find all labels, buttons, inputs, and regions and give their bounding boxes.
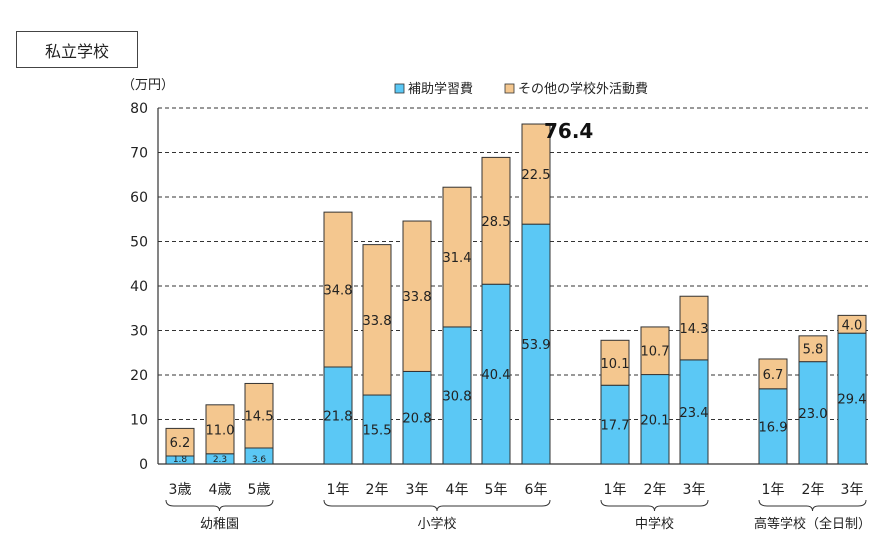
data-label: 4.0 [842, 318, 863, 333]
bar-segment-hojo [640, 374, 670, 465]
bar-segment-other [165, 427, 195, 457]
data-label: 1.8 [173, 455, 188, 465]
data-label: 29.4 [838, 393, 867, 408]
page-title: 私立学校 [16, 31, 138, 68]
data-label: 6.2 [170, 436, 191, 451]
data-label: 16.9 [759, 420, 788, 435]
group-bracket [323, 499, 551, 512]
x-tick-label: 3年 [841, 482, 864, 498]
x-tick-label: 4年 [446, 482, 469, 498]
y-tick-label: 10 [130, 413, 148, 429]
data-label: 33.8 [363, 314, 392, 329]
data-label: 40.4 [482, 368, 511, 383]
data-label: 33.8 [403, 290, 432, 305]
data-label: 14.5 [245, 410, 274, 425]
x-tick-label: 2年 [366, 482, 389, 498]
data-label: 34.8 [324, 284, 353, 299]
data-label: 23.4 [680, 406, 709, 421]
y-tick-label: 70 [130, 146, 148, 162]
bar-segment-hojo [362, 394, 392, 465]
data-label: 17.7 [601, 419, 630, 434]
data-label: 5.8 [803, 343, 824, 358]
data-label: 30.8 [443, 389, 472, 404]
x-tick-label: 1年 [327, 482, 350, 498]
bar-segment-hojo [402, 370, 432, 465]
legend-swatch [504, 83, 515, 94]
data-label: 20.8 [403, 412, 432, 427]
x-tick-label: 5歳 [248, 482, 271, 498]
group-label: 小学校 [417, 516, 456, 532]
data-label: 22.5 [522, 168, 551, 183]
y-tick-label: 80 [130, 101, 148, 117]
bar-segment-other [402, 220, 432, 372]
y-tick-label: 50 [130, 235, 148, 251]
bar-segment-hojo [521, 223, 551, 465]
bar-segment-hojo [481, 283, 511, 465]
y-tick-label: 0 [139, 457, 148, 473]
bar-segment-other [679, 295, 709, 361]
data-label: 2.3 [213, 455, 227, 465]
group-label: 高等学校（全日制） [754, 516, 871, 532]
bar-segment-other [244, 382, 274, 449]
legend-label: 補助学習費 [408, 81, 473, 97]
bar-segment-other [442, 186, 472, 328]
data-label: 10.7 [641, 345, 670, 360]
group-label: 幼稚園 [200, 517, 239, 532]
y-unit-label: （万円） [122, 78, 174, 93]
bar-segment-other [798, 335, 828, 363]
bar-segment-other [323, 211, 353, 368]
data-label: 14.3 [680, 322, 709, 337]
data-label: 23.0 [799, 407, 828, 422]
x-tick-label: 1年 [762, 482, 785, 498]
legend-label: その他の学校外活動費 [518, 81, 648, 97]
data-label: 31.4 [443, 251, 472, 266]
x-tick-label: 3年 [683, 482, 706, 498]
total-label: 76.4 [544, 119, 593, 143]
group-bracket [600, 499, 709, 512]
bar-segment-other [205, 404, 235, 455]
x-tick-label: 3歳 [169, 482, 192, 498]
bar-segment-hojo [798, 361, 828, 465]
y-tick-label: 40 [130, 279, 148, 295]
data-label: 3.6 [252, 455, 267, 465]
bar-segment-hojo [600, 384, 630, 465]
group-label: 中学校 [635, 516, 674, 532]
bar-segment-other [362, 244, 392, 396]
bar-segment-other [758, 358, 788, 390]
bar-segment-other [640, 326, 670, 376]
data-label: 21.8 [324, 409, 353, 424]
group-bracket [165, 499, 274, 512]
legend-swatch [394, 83, 405, 94]
bar-segment-other [481, 156, 511, 285]
bar-segment-hojo [442, 326, 472, 465]
data-label: 15.5 [363, 424, 392, 439]
group-bracket [758, 499, 867, 512]
x-tick-label: 4歳 [209, 482, 232, 498]
y-tick-label: 60 [130, 190, 148, 206]
data-label: 11.0 [206, 423, 235, 438]
x-tick-label: 6年 [525, 482, 548, 498]
bar-segment-other [837, 314, 867, 334]
data-label: 28.5 [482, 215, 511, 230]
data-label: 10.1 [601, 357, 630, 372]
x-tick-label: 1年 [604, 482, 627, 498]
x-tick-label: 2年 [802, 482, 825, 498]
data-label: 53.9 [522, 338, 551, 353]
x-tick-label: 5年 [485, 482, 508, 498]
x-tick-label: 2年 [644, 482, 667, 498]
data-label: 20.1 [641, 413, 670, 428]
y-tick-label: 30 [130, 324, 148, 340]
bar-segment-hojo [323, 366, 353, 465]
y-tick-label: 20 [130, 368, 148, 384]
x-tick-label: 3年 [406, 482, 429, 498]
data-label: 6.7 [763, 368, 784, 383]
bar-segment-other [600, 339, 630, 386]
bar-segment-other [521, 123, 551, 225]
